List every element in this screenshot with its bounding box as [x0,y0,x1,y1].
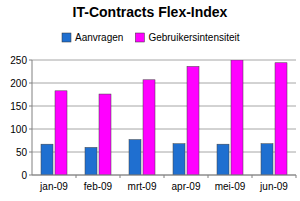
bar [173,144,185,175]
category-label: mei-09 [215,181,246,192]
category-label: feb-09 [84,181,113,192]
legend-label: Gebruikersintensiteit [148,32,239,43]
bar [261,144,273,175]
legend-label: Aanvragen [75,32,123,43]
tick-label: 100 [10,124,27,135]
bar [187,66,199,175]
bars [41,60,287,175]
category-tick [120,175,121,178]
bar [129,140,141,175]
category-tick [208,175,209,178]
bar [41,144,53,175]
y-axis [32,60,33,175]
bar [55,91,67,175]
category-tick [76,175,77,178]
category-label: jan-09 [39,181,68,192]
background [0,0,300,201]
tick-label: 200 [10,78,27,89]
category-tick [296,175,297,178]
category-label: jun-09 [259,181,288,192]
bar [231,60,243,175]
bar [275,63,287,175]
grid-line [32,106,296,107]
category-tick [164,175,165,178]
bar [143,80,155,175]
legend-swatch [62,33,71,42]
tick-label: 50 [16,147,28,158]
bar [85,147,97,175]
legend-swatch [135,33,144,42]
category-tick [252,175,253,178]
grid-line [32,152,296,153]
category-label: apr-09 [172,181,201,192]
title: IT-Contracts Flex-Index [73,4,228,20]
grid-line [32,60,296,61]
tick-label: 150 [10,101,27,112]
grid-line [32,83,296,84]
bar [217,144,229,175]
tick-label: 0 [21,170,27,181]
tick-label: 250 [10,55,27,66]
bar [99,94,111,175]
chart: IT-Contracts Flex-Index Aanvragen Gebruike… [0,0,300,201]
grid-line [32,129,296,130]
category-label: mrt-09 [128,181,157,192]
